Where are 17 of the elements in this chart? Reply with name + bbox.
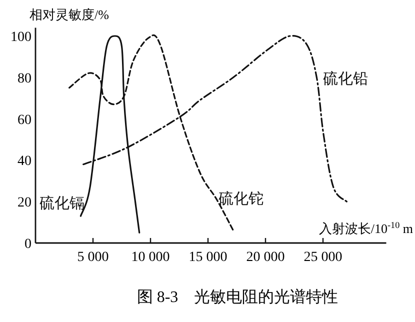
caption: 图 8-3 光敏电阻的光谱特性 (136, 288, 338, 306)
y-tick-label: 80 (18, 71, 32, 86)
x-tick-label: 15 000 (188, 250, 228, 265)
series-label: 硫化镉 (40, 194, 85, 212)
y-tick-label: 20 (18, 196, 32, 211)
y-tick-label: 40 (18, 154, 32, 170)
series-label: 硫化铊 (218, 190, 264, 208)
y-axis-title: 相对灵敏度/% (30, 7, 110, 22)
series-label: 硫化铅 (323, 70, 368, 88)
x-tick-label: 20 000 (246, 250, 285, 265)
x-tick-label: 10 000 (131, 250, 170, 265)
y-tick-label: 0 (24, 237, 32, 252)
x-tick-label: 5 000 (77, 250, 109, 265)
x-axis-title: 入射波长/10$^{-10}$ m (318, 220, 413, 236)
y-tick-label: 60 (18, 112, 32, 128)
y-tick-label: 100 (10, 30, 32, 45)
x-tick-label: 25 000 (304, 250, 342, 265)
